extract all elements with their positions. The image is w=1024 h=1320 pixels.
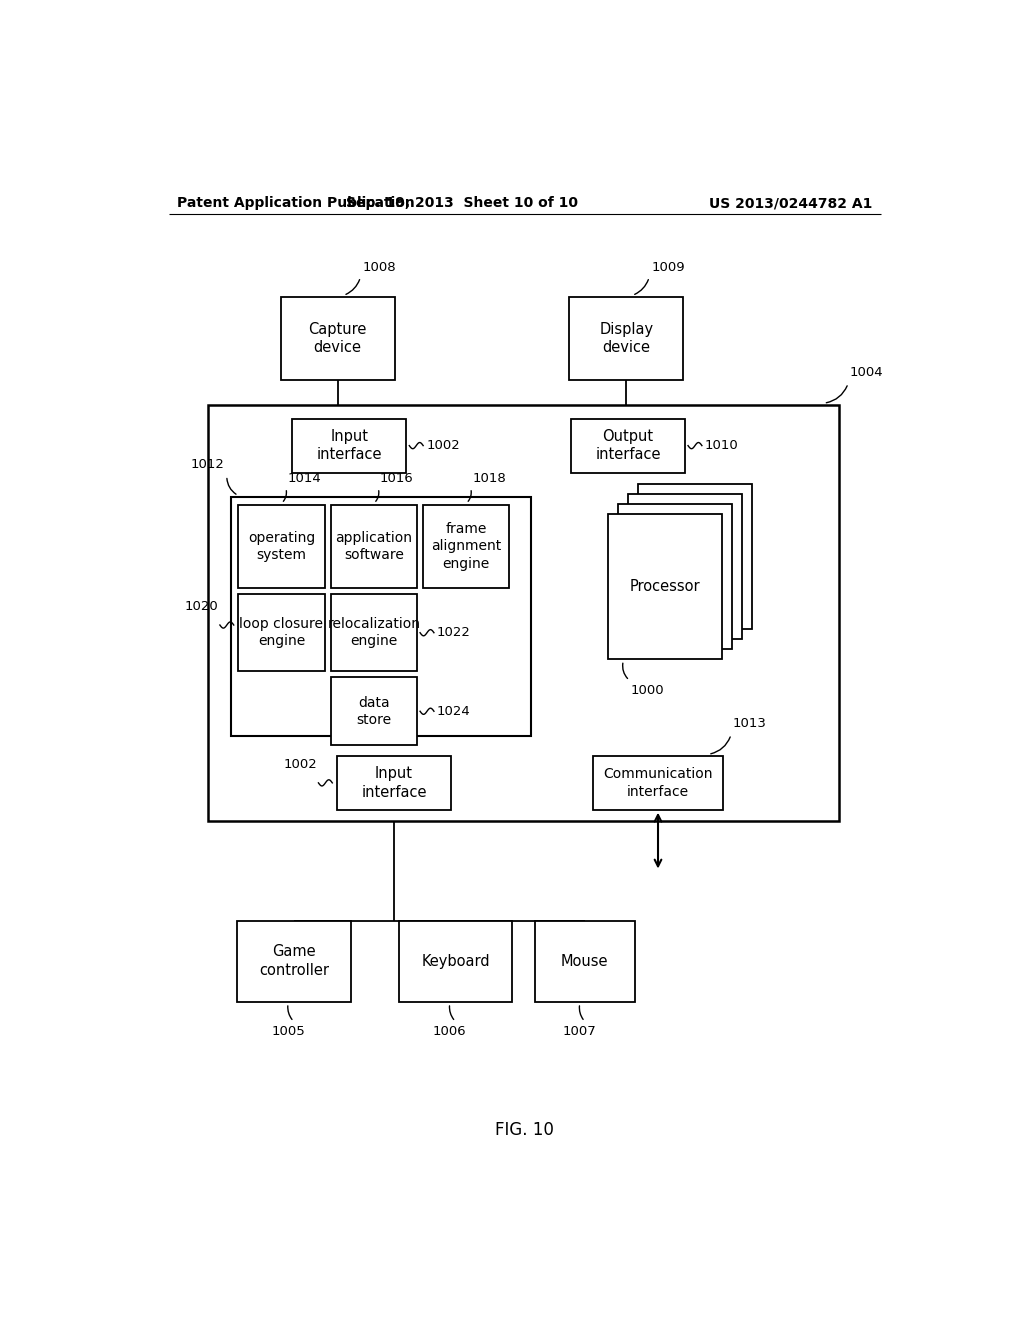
Bar <box>331 506 417 589</box>
Bar <box>569 297 683 380</box>
Bar <box>237 921 351 1002</box>
Bar <box>593 756 724 810</box>
Text: 1012: 1012 <box>190 458 224 471</box>
Bar <box>239 506 325 589</box>
Text: Communication
interface: Communication interface <box>603 767 713 799</box>
Bar <box>535 921 635 1002</box>
Bar <box>230 498 531 737</box>
Text: relocalization
engine: relocalization engine <box>328 616 421 648</box>
Text: 1010: 1010 <box>705 440 738 453</box>
Bar <box>571 418 685 473</box>
Bar <box>331 677 417 744</box>
Text: 1013: 1013 <box>733 717 767 730</box>
Bar <box>423 506 509 589</box>
Bar <box>608 515 722 659</box>
Text: 1016: 1016 <box>380 471 414 484</box>
Text: Processor: Processor <box>630 579 700 594</box>
Text: 1024: 1024 <box>437 705 471 718</box>
Text: operating
system: operating system <box>248 531 315 562</box>
Text: Display
device: Display device <box>599 322 653 355</box>
Text: 1022: 1022 <box>437 626 471 639</box>
Text: 1000: 1000 <box>631 684 665 697</box>
Bar <box>628 494 742 639</box>
Text: 1002: 1002 <box>426 440 460 453</box>
Text: Mouse: Mouse <box>561 953 608 969</box>
Text: Output
interface: Output interface <box>595 429 660 462</box>
Text: Game
controller: Game controller <box>259 944 329 978</box>
Text: FIG. 10: FIG. 10 <box>496 1121 554 1139</box>
Text: 1005: 1005 <box>271 1024 305 1038</box>
Text: 1004: 1004 <box>850 366 884 379</box>
Text: 1009: 1009 <box>651 261 685 275</box>
Text: US 2013/0244782 A1: US 2013/0244782 A1 <box>710 197 872 210</box>
Text: 1020: 1020 <box>184 599 218 612</box>
Bar <box>337 756 451 810</box>
Bar <box>617 504 732 649</box>
Text: Input
interface: Input interface <box>316 429 382 462</box>
Text: frame
alignment
engine: frame alignment engine <box>431 523 502 570</box>
Bar <box>239 594 325 671</box>
Bar <box>398 921 512 1002</box>
Text: 1018: 1018 <box>472 471 506 484</box>
Text: 1002: 1002 <box>284 758 316 771</box>
Text: data
store: data store <box>356 696 391 727</box>
Text: 1007: 1007 <box>563 1024 597 1038</box>
Text: Keyboard: Keyboard <box>421 953 489 969</box>
Text: Sep. 19, 2013  Sheet 10 of 10: Sep. 19, 2013 Sheet 10 of 10 <box>346 197 578 210</box>
Bar <box>292 418 407 473</box>
Text: Capture
device: Capture device <box>308 322 367 355</box>
Bar <box>331 594 417 671</box>
Text: Input
interface: Input interface <box>361 766 427 800</box>
Text: 1006: 1006 <box>433 1024 467 1038</box>
Text: Patent Application Publication: Patent Application Publication <box>177 197 415 210</box>
Bar <box>281 297 394 380</box>
Text: application
software: application software <box>336 531 413 562</box>
Bar <box>638 484 752 628</box>
Bar <box>208 405 839 821</box>
Text: 1014: 1014 <box>288 471 322 484</box>
Text: 1008: 1008 <box>362 261 396 275</box>
Text: loop closure
engine: loop closure engine <box>240 616 324 648</box>
